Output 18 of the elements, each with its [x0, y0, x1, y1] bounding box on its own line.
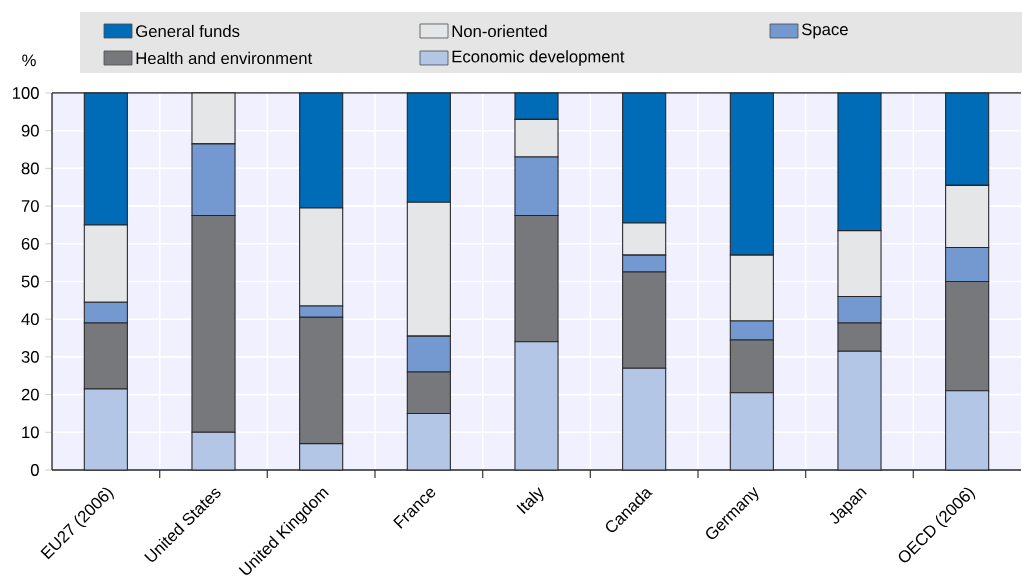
- legend-label: General funds: [136, 25, 240, 38]
- y-tick-label: 20: [21, 388, 39, 401]
- y-tick-label: 30: [21, 351, 39, 363]
- y-tick-label: 70: [21, 200, 39, 213]
- y-tick-label: 10: [22, 426, 39, 439]
- y-tick-label: 80: [21, 162, 39, 175]
- y-tick-label: 50: [21, 275, 39, 288]
- y-tick-label: 100: [12, 87, 39, 100]
- y-axis-title: %: [22, 54, 36, 67]
- y-tick-label: 0: [30, 464, 39, 477]
- y-tick-label: 40: [21, 313, 39, 326]
- legend-label: Non-oriented: [452, 25, 547, 38]
- y-tick-label: 90: [21, 125, 39, 137]
- y-tick-label: 60: [21, 238, 39, 250]
- legend-label: Economic development: [452, 50, 625, 66]
- x-tick-label: Italy: [516, 487, 544, 515]
- legend-label: Space: [802, 23, 848, 39]
- legend-label: Health and environment: [136, 52, 313, 65]
